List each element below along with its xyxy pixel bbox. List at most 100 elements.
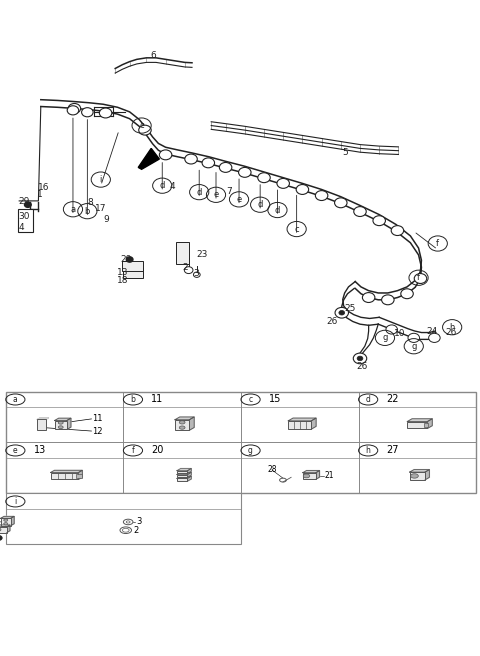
Bar [6,392,476,493]
Polygon shape [312,418,316,429]
Polygon shape [189,417,194,430]
Circle shape [202,158,215,168]
Polygon shape [138,148,159,169]
FancyBboxPatch shape [122,261,143,271]
Bar [6,493,241,544]
Circle shape [373,216,385,226]
Circle shape [339,310,345,315]
Bar [0,527,7,533]
Circle shape [99,108,112,118]
Bar [177,471,187,474]
Bar [303,473,316,480]
Circle shape [401,289,413,298]
Circle shape [0,528,1,531]
Circle shape [303,474,310,478]
Text: 17: 17 [95,204,107,213]
Text: 6: 6 [151,51,156,60]
Text: d: d [159,181,165,190]
Text: 21: 21 [325,472,334,480]
Text: g: g [248,446,253,455]
Polygon shape [7,525,10,533]
Circle shape [391,226,404,236]
Circle shape [0,535,2,541]
Circle shape [353,353,367,363]
Text: 26: 26 [357,361,368,371]
Circle shape [58,421,63,424]
Text: 29: 29 [120,255,132,264]
Text: 2: 2 [133,525,139,535]
Text: d: d [196,188,202,197]
Polygon shape [177,472,191,474]
Polygon shape [187,472,191,478]
Polygon shape [67,418,71,430]
Text: 13: 13 [34,445,46,455]
Circle shape [58,426,63,428]
Text: 15: 15 [269,394,281,405]
Circle shape [24,202,31,207]
Text: 26: 26 [326,317,338,326]
Text: 10: 10 [394,329,406,338]
Bar [409,472,425,480]
Text: 3: 3 [193,270,199,278]
Text: d: d [257,200,263,209]
Text: 9: 9 [104,215,109,224]
Text: b: b [84,207,90,216]
Text: e: e [237,195,241,204]
Text: c: c [139,121,144,130]
Text: a: a [13,395,18,404]
Circle shape [219,163,232,173]
Text: a: a [71,205,75,214]
Text: g: g [382,333,388,342]
Text: d: d [275,205,280,215]
Bar [18,209,33,232]
Polygon shape [177,476,191,478]
Polygon shape [1,516,14,518]
Text: f: f [132,446,134,455]
Text: 7: 7 [227,186,232,195]
Text: 2: 2 [182,262,188,272]
Circle shape [4,519,8,522]
Text: i: i [14,497,16,506]
Polygon shape [409,470,429,472]
Circle shape [185,154,197,164]
Circle shape [296,184,309,194]
Polygon shape [427,419,432,428]
Bar [288,421,312,429]
Circle shape [4,523,8,525]
Polygon shape [425,470,429,480]
Polygon shape [316,470,320,480]
Text: 13: 13 [117,268,128,277]
Circle shape [159,150,172,160]
Bar [407,422,427,428]
Polygon shape [288,418,316,421]
Circle shape [410,474,418,478]
Text: 27: 27 [386,445,399,455]
Circle shape [315,191,328,201]
Text: 5: 5 [343,148,348,157]
Text: h: h [366,446,371,455]
Text: 26: 26 [445,329,457,337]
Circle shape [67,106,79,115]
Circle shape [68,104,81,113]
Bar [175,420,189,430]
Text: 11: 11 [151,394,164,405]
FancyBboxPatch shape [123,268,143,277]
Text: 24: 24 [426,327,438,335]
Text: 8: 8 [87,198,93,207]
Circle shape [277,178,289,188]
Circle shape [82,108,93,117]
Bar [76,474,82,478]
Text: 12: 12 [92,426,103,436]
Text: 4: 4 [19,223,24,232]
Circle shape [139,125,151,135]
Text: b: b [131,395,135,404]
Polygon shape [187,476,191,482]
Text: 25: 25 [345,304,356,314]
Text: 16: 16 [38,184,50,192]
Text: h: h [449,323,455,332]
Text: 3: 3 [136,518,141,527]
Text: 29: 29 [18,197,30,206]
Circle shape [335,308,348,318]
Circle shape [126,256,133,262]
Text: c: c [294,224,299,234]
